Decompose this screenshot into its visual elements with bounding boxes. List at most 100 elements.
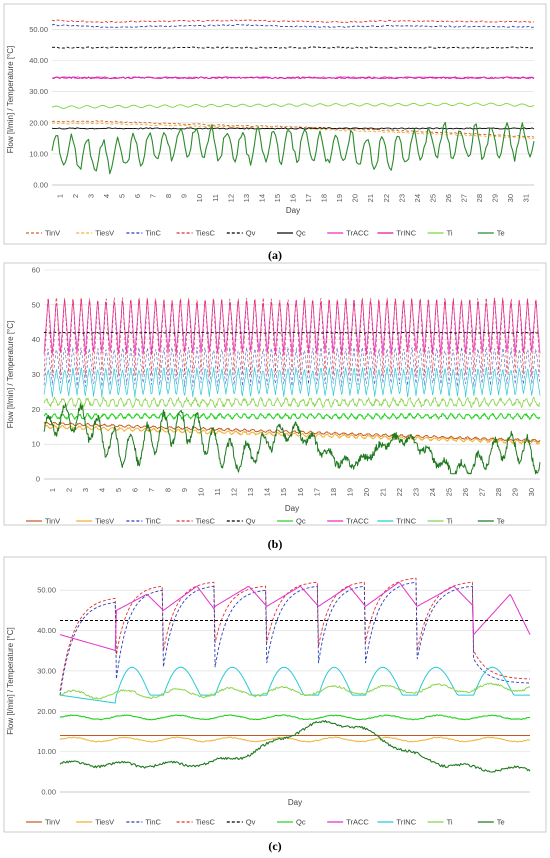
x-tick-label: 8 — [164, 194, 173, 198]
series-line-TiesV — [51, 122, 535, 140]
legend-label-TinC: TinC — [145, 517, 161, 526]
chart-frame — [3, 556, 547, 833]
series-line-TrACC — [43, 299, 541, 357]
x-tick-label: 25 — [445, 488, 454, 496]
x-tick-label: 28 — [494, 488, 503, 496]
series-line-Ti — [59, 682, 531, 700]
legend-label-TiesV: TiesV — [95, 517, 114, 526]
legend-label-TinV: TinV — [45, 517, 60, 526]
series-line-Te — [59, 720, 531, 773]
legend-label-TinV: TinV — [45, 818, 60, 827]
x-tick-label: 9 — [180, 194, 189, 198]
y-tick-label: 30.00 — [37, 666, 56, 675]
x-tick-label: 16 — [296, 488, 305, 496]
series-line-TrINC — [43, 366, 541, 398]
series-line-Ti — [43, 396, 541, 409]
x-tick-label: 13 — [242, 194, 251, 202]
series-line-TrINC — [59, 666, 530, 704]
x-tick-label: 27 — [460, 194, 469, 202]
legend-label-TrINC: TrINC — [396, 517, 416, 526]
x-tick-label: 23 — [397, 194, 406, 202]
legend-label-TrACC: TrACC — [346, 517, 369, 526]
legend-label-Qv: Qv — [246, 517, 256, 526]
x-tick-label: 29 — [491, 194, 500, 202]
x-tick-label: 12 — [230, 488, 239, 496]
x-tick-label: 22 — [395, 488, 404, 496]
x-tick-label: 19 — [335, 194, 344, 202]
y-tick-label: 30.00 — [29, 87, 48, 96]
y-tick-label: 10 — [32, 440, 40, 449]
x-tick-label: 11 — [211, 194, 220, 202]
series-line-TiesC — [43, 297, 541, 377]
series-line-TinC — [59, 581, 530, 696]
y-tick-label: 10.00 — [29, 149, 48, 158]
series-line-TiesC — [59, 577, 531, 692]
x-tick-label: 18 — [320, 194, 329, 202]
x-tick-label: 26 — [461, 488, 470, 496]
x-tick-label: 30 — [527, 488, 536, 496]
x-tick-label: 19 — [345, 488, 354, 496]
x-tick-label: 10 — [197, 488, 206, 496]
x-tick-label: 5 — [117, 194, 126, 198]
x-tick-label: 31 — [522, 194, 531, 202]
x-tick-label: 24 — [428, 488, 437, 496]
x-tick-label: 4 — [102, 194, 111, 198]
x-tick-label: 1 — [48, 488, 57, 492]
x-tick-label: 11 — [213, 488, 222, 496]
legend-label-Ti: Ti — [447, 818, 453, 827]
series-line-TrACC — [59, 582, 531, 651]
x-axis-title: Day — [286, 206, 300, 215]
series-line-Qv — [51, 46, 535, 49]
y-tick-label: 50.00 — [29, 25, 48, 34]
series-line-Qc — [59, 714, 531, 721]
series-line-Qc — [51, 127, 535, 130]
legend-label-Qc: Qc — [296, 818, 306, 827]
x-tick-label: 13 — [246, 488, 255, 496]
x-tick-label: 6 — [133, 194, 142, 198]
y-tick-label: 0.00 — [33, 181, 48, 190]
y-tick-label: 60 — [32, 266, 40, 275]
x-tick-label: 16 — [289, 194, 298, 202]
series-line-TinC — [51, 23, 535, 28]
x-tick-label: 30 — [506, 194, 515, 202]
x-tick-label: 1 — [55, 194, 64, 198]
x-axis-title: Day — [288, 798, 302, 807]
legend-label-TrACC: TrACC — [346, 818, 369, 827]
y-tick-label: 20.00 — [29, 118, 48, 127]
legend-label-TiesV: TiesV — [95, 818, 114, 827]
x-tick-label: 15 — [279, 488, 288, 496]
y-tick-label: 0 — [36, 475, 40, 484]
x-tick-label: 15 — [273, 194, 282, 202]
legend-label-TiesC: TiesC — [196, 517, 216, 526]
x-tick-label: 3 — [81, 488, 90, 492]
series-line-Qc — [43, 412, 541, 420]
series-line-TrACC — [51, 76, 535, 80]
y-tick-label: 40.00 — [37, 626, 56, 635]
legend-label-TrINC: TrINC — [396, 818, 416, 827]
x-tick-label: 27 — [478, 488, 487, 496]
legend-label-TinC: TinC — [145, 818, 161, 827]
legend-label-Te: Te — [497, 229, 505, 238]
x-tick-label: 22 — [382, 194, 391, 202]
y-tick-label: 20.00 — [37, 707, 56, 716]
y-axis-title: Flow [l/min] / Temperature [°C] — [6, 627, 15, 735]
y-axis-title: Flow [l/min] / Temperature [°C] — [6, 46, 15, 154]
x-tick-label: 23 — [412, 488, 421, 496]
legend-label-TinC: TinC — [145, 229, 161, 238]
y-tick-label: 20 — [32, 405, 40, 414]
y-tick-label: 50.00 — [37, 586, 56, 595]
series-line-TiesC — [51, 19, 535, 24]
legend-label-Qv: Qv — [246, 818, 256, 827]
chart-frame — [3, 262, 547, 526]
x-tick-label: 28 — [475, 194, 484, 202]
series-line-TinC — [43, 346, 541, 388]
caption-a: (a) — [268, 248, 282, 262]
x-tick-label: 7 — [149, 194, 158, 198]
x-tick-label: 29 — [511, 488, 520, 496]
x-tick-label: 5 — [114, 488, 123, 492]
series-line-Ti — [51, 102, 535, 109]
caption-b: (b) — [268, 537, 283, 551]
legend-label-TrINC: TrINC — [396, 229, 416, 238]
